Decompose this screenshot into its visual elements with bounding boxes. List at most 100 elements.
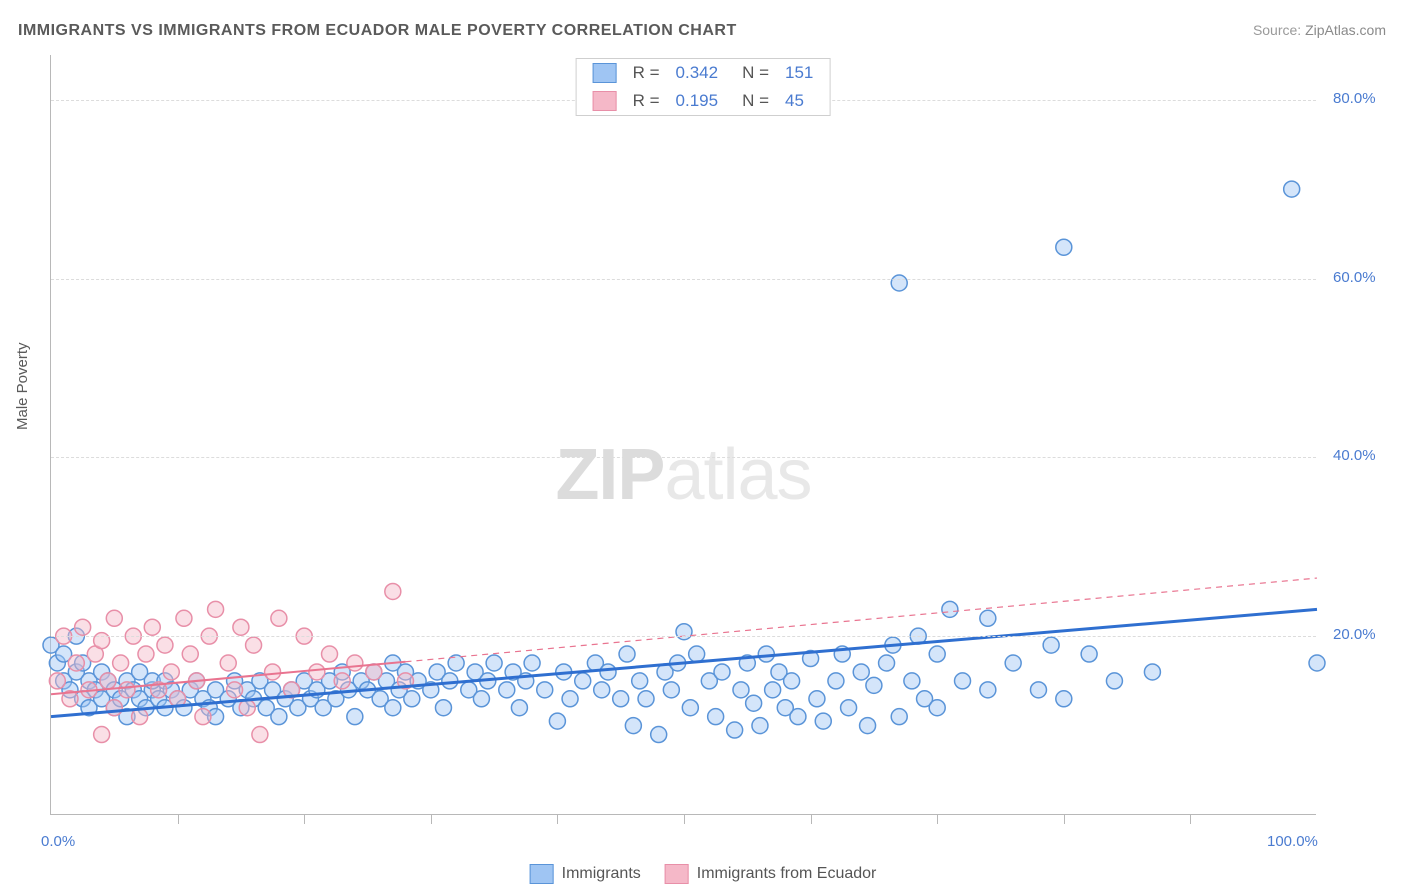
data-point [980,682,996,698]
data-point [537,682,553,698]
data-point [1144,664,1160,680]
legend-n-value: 151 [785,63,813,83]
legend-series-item: Immigrants [530,864,641,884]
legend-stat-row: R = 0.342 N = 151 [577,59,830,87]
data-point [144,619,160,635]
data-point [663,682,679,698]
x-tick-label: 100.0% [1267,833,1318,850]
data-point [195,709,211,725]
data-point [176,610,192,626]
legend-series-item: Immigrants from Ecuador [665,864,877,884]
data-point [404,691,420,707]
data-point [790,709,806,725]
data-point [879,655,895,671]
data-point [733,682,749,698]
data-point [1284,181,1300,197]
data-point [1005,655,1021,671]
x-minor-tick [1064,814,1065,824]
data-point [75,619,91,635]
y-tick-label: 80.0% [1333,90,1376,107]
data-point [929,700,945,716]
data-point [385,583,401,599]
data-point [866,677,882,693]
data-point [708,709,724,725]
source-label: Source: [1253,22,1301,38]
x-minor-tick [1190,814,1191,824]
data-point [524,655,540,671]
data-point [208,601,224,617]
legend-series-label: Immigrants from Ecuador [697,865,877,883]
data-point [1043,637,1059,653]
data-point [486,655,502,671]
legend-stats: R =0.342N =151R =0.195N =45 [576,58,831,116]
data-point [385,700,401,716]
data-point [619,646,635,662]
legend-swatch [593,91,617,111]
legend-n-label: N = [742,63,769,83]
chart-title: IMMIGRANTS VS IMMIGRANTS FROM ECUADOR MA… [18,22,737,40]
data-point [220,655,236,671]
data-point [94,727,110,743]
data-point [106,610,122,626]
legend-n-value: 45 [785,91,804,111]
data-point [955,673,971,689]
data-point [682,700,698,716]
data-point [746,695,762,711]
source-value: ZipAtlas.com [1305,22,1386,38]
data-point [100,673,116,689]
data-point [271,610,287,626]
data-point [891,275,907,291]
data-point [613,691,629,707]
gridline [51,279,1316,280]
data-point [632,673,648,689]
data-point [163,664,179,680]
data-point [473,691,489,707]
legend-r-label: R = [633,63,660,83]
legend-r-value: 0.342 [676,63,719,83]
legend-series: Immigrants Immigrants from Ecuador [530,864,877,884]
legend-r-label: R = [633,91,660,111]
data-point [1056,691,1072,707]
data-point [942,601,958,617]
data-point [1081,646,1097,662]
plot-svg [51,55,1316,814]
x-tick-label: 0.0% [41,833,75,850]
data-point [600,664,616,680]
data-point [322,646,338,662]
y-tick-label: 60.0% [1333,269,1376,286]
data-point [227,682,243,698]
data-point [435,700,451,716]
gridline [51,636,1316,637]
x-minor-tick [684,814,685,824]
data-point [265,664,281,680]
x-minor-tick [811,814,812,824]
data-point [929,646,945,662]
x-minor-tick [557,814,558,824]
data-point [638,691,654,707]
y-tick-label: 40.0% [1333,447,1376,464]
data-point [853,664,869,680]
legend-swatch [665,864,689,884]
data-point [904,673,920,689]
data-point [334,673,350,689]
legend-r-value: 0.195 [676,91,719,111]
legend-stat-row: R =0.195N =45 [577,87,830,115]
data-point [815,713,831,729]
chart-container: IMMIGRANTS VS IMMIGRANTS FROM ECUADOR MA… [0,0,1406,892]
data-point [1056,239,1072,255]
x-minor-tick [178,814,179,824]
data-point [809,691,825,707]
plot-area: ZIPatlas 20.0%40.0%60.0%80.0%0.0%100.0% [50,55,1316,815]
data-point [347,655,363,671]
data-point [252,727,268,743]
legend-swatch [530,864,554,884]
data-point [246,637,262,653]
data-point [676,624,692,640]
x-minor-tick [304,814,305,824]
data-point [119,682,135,698]
data-point [309,664,325,680]
source-attribution: Source: ZipAtlas.com [1253,22,1386,38]
data-point [106,700,122,716]
data-point [714,664,730,680]
data-point [562,691,578,707]
